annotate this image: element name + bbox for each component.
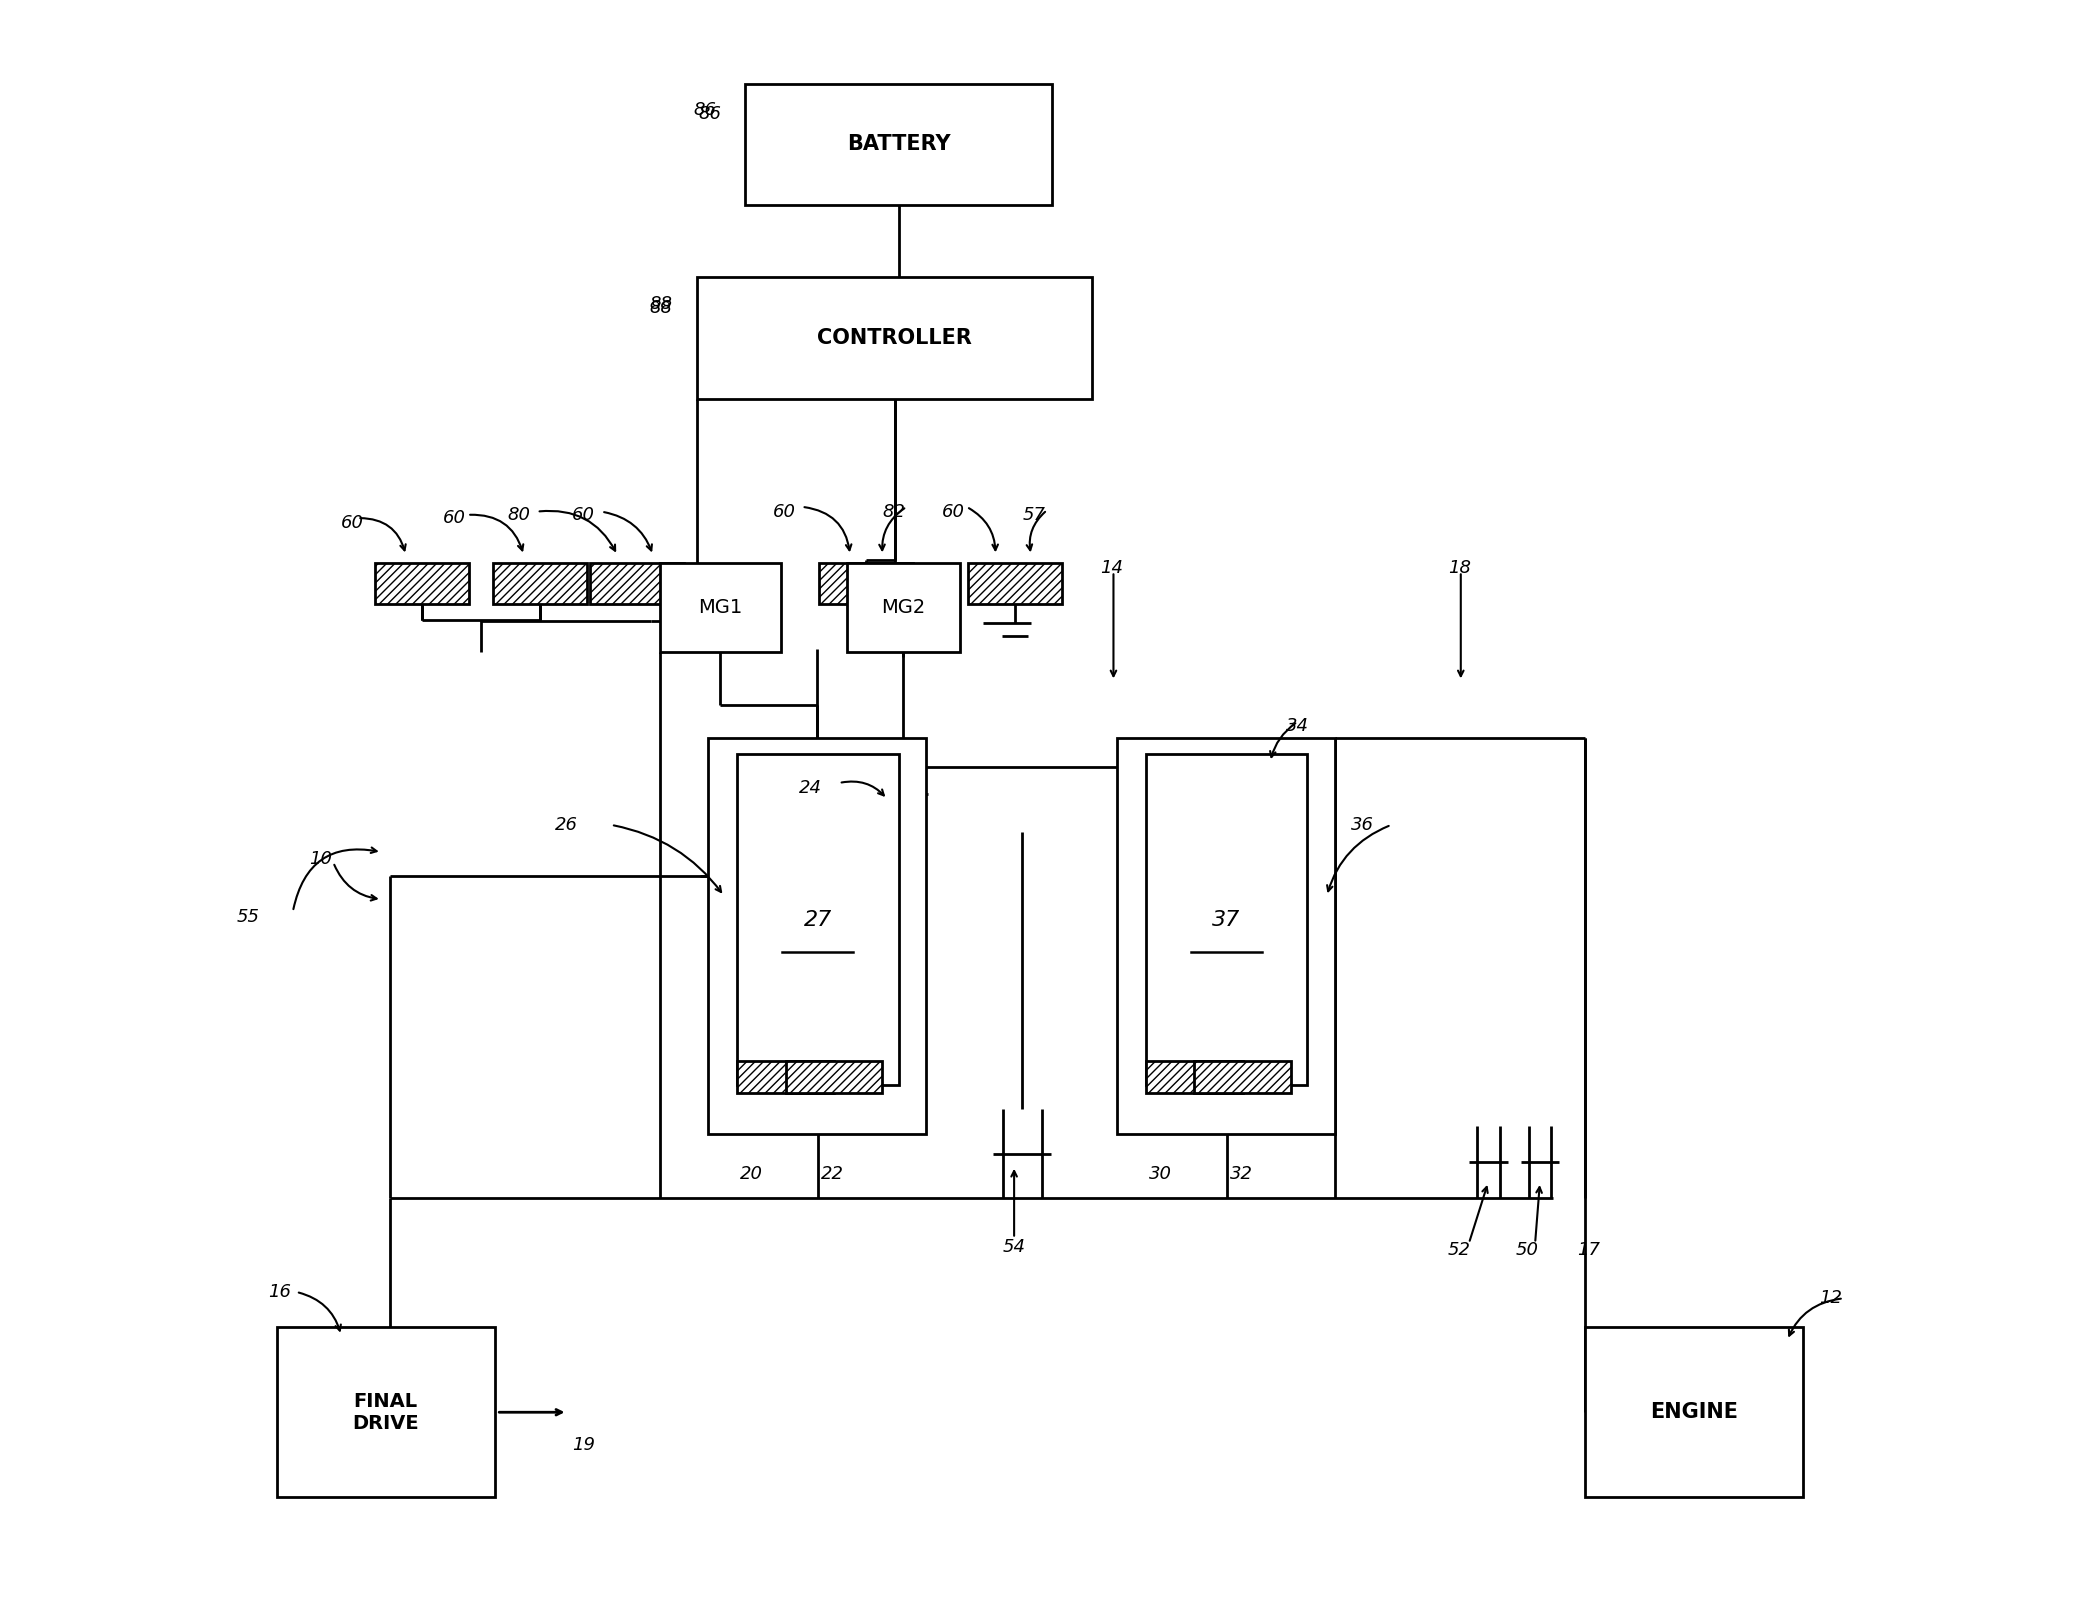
Text: 24: 24 <box>798 778 821 798</box>
Bar <box>1585 1328 1804 1498</box>
Text: 32: 32 <box>1230 1165 1253 1183</box>
Text: 52: 52 <box>1447 1242 1470 1260</box>
Text: 14: 14 <box>1100 559 1123 577</box>
Text: 60: 60 <box>572 506 595 524</box>
Text: 18: 18 <box>1447 559 1470 577</box>
Text: 60: 60 <box>942 503 965 520</box>
Text: 26: 26 <box>555 815 578 833</box>
Text: 60: 60 <box>773 503 796 520</box>
Bar <box>848 564 960 652</box>
Text: CONTROLLER: CONTROLLER <box>816 327 973 349</box>
Bar <box>708 738 927 1133</box>
Text: 37: 37 <box>1213 909 1240 929</box>
Bar <box>969 564 1063 603</box>
Bar <box>737 1060 833 1093</box>
Text: ENGINE: ENGINE <box>1650 1402 1737 1422</box>
Text: MG2: MG2 <box>881 598 925 618</box>
Text: BATTERY: BATTERY <box>848 135 950 154</box>
Text: 34: 34 <box>1286 718 1309 736</box>
Text: 80: 80 <box>507 506 530 524</box>
Text: 22: 22 <box>821 1165 844 1183</box>
Text: 88: 88 <box>649 298 672 316</box>
Text: 19: 19 <box>572 1436 595 1454</box>
Text: 17: 17 <box>1576 1242 1599 1260</box>
Text: 36: 36 <box>1351 815 1374 833</box>
Text: 12: 12 <box>1819 1289 1842 1308</box>
Bar <box>660 564 781 652</box>
Bar <box>278 1328 495 1498</box>
Bar <box>1194 1060 1290 1093</box>
Bar <box>785 1060 883 1093</box>
Text: 88: 88 <box>649 295 672 313</box>
Text: 30: 30 <box>1148 1165 1171 1183</box>
Text: 57: 57 <box>1023 506 1046 524</box>
Text: 55: 55 <box>236 908 259 926</box>
Text: 27: 27 <box>804 909 831 929</box>
Text: 20: 20 <box>741 1165 764 1183</box>
Text: 60: 60 <box>340 514 363 532</box>
Bar <box>1146 1060 1242 1093</box>
Text: MG1: MG1 <box>697 598 741 618</box>
Text: 82: 82 <box>883 503 906 520</box>
Text: 54: 54 <box>1002 1238 1025 1256</box>
Text: 50: 50 <box>1516 1242 1539 1260</box>
Bar <box>745 84 1052 204</box>
Text: 10: 10 <box>309 849 332 867</box>
Bar <box>737 754 898 1084</box>
Text: 60: 60 <box>443 509 466 527</box>
Bar <box>493 564 587 603</box>
Bar <box>697 277 1092 399</box>
Text: 86: 86 <box>697 105 720 123</box>
Bar <box>1117 738 1334 1133</box>
Bar <box>376 564 470 603</box>
Bar <box>591 564 683 603</box>
Text: 86: 86 <box>693 101 716 120</box>
Text: FINAL
DRIVE: FINAL DRIVE <box>353 1392 420 1433</box>
Bar <box>1146 754 1307 1084</box>
Text: 16: 16 <box>269 1282 292 1302</box>
Bar <box>818 564 912 603</box>
